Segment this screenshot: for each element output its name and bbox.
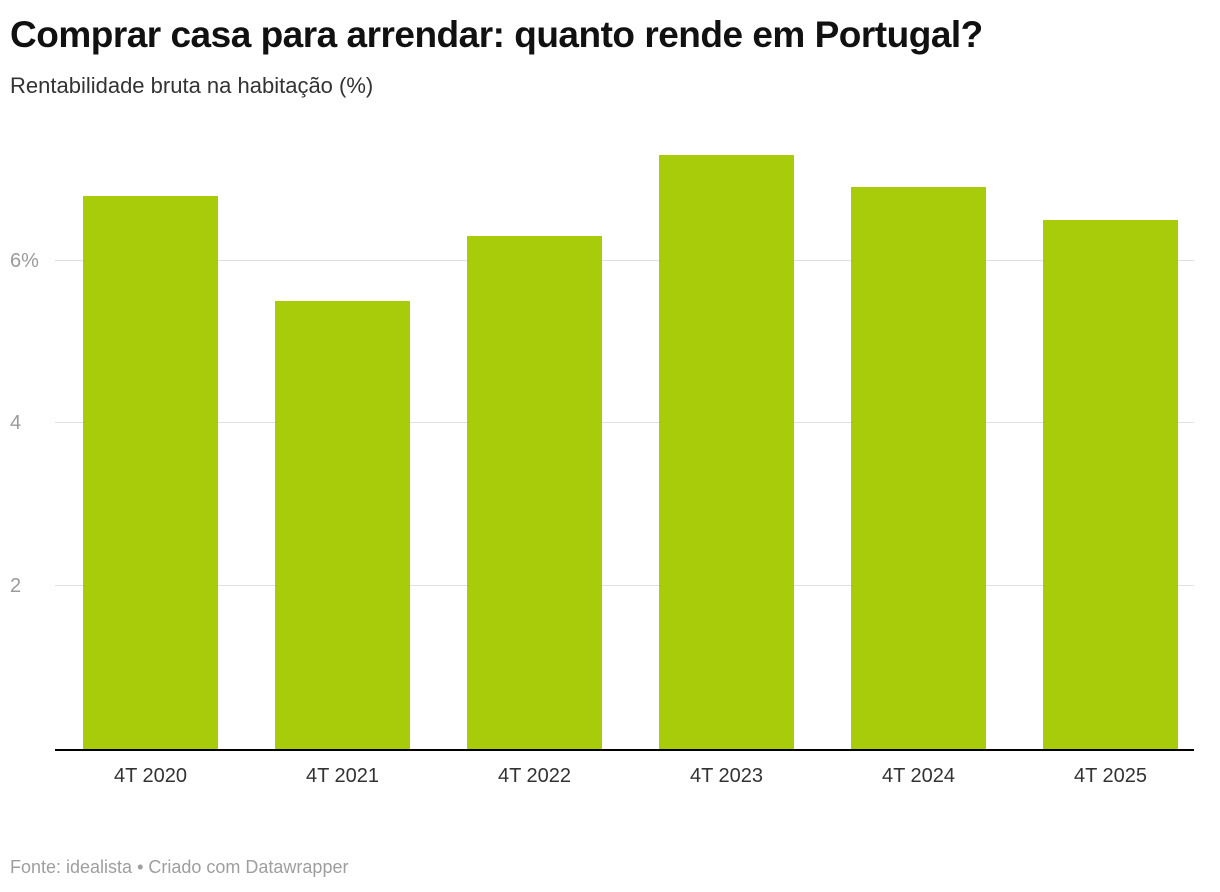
- bar-4t-2025[interactable]: [1043, 220, 1178, 749]
- chart-title: Comprar casa para arrendar: quanto rende…: [10, 14, 983, 55]
- x-axis-label: 4T 2020: [113, 764, 188, 787]
- gridline: [55, 422, 1194, 424]
- bar-4t-2021[interactable]: [275, 301, 410, 749]
- source-credit: Fonte: idealista • Criado com Datawrappe…: [10, 857, 349, 877]
- bar-4t-2023[interactable]: [659, 154, 794, 749]
- x-axis-label: 4T 2021: [305, 764, 380, 787]
- x-axis: 4T 2020 4T 2021 4T 2022 4T 2023 4T 2024 4T 20…: [55, 765, 1194, 788]
- y-axis-tick-label: 6%: [10, 249, 39, 272]
- x-axis-label: 4T 2025: [1073, 764, 1148, 787]
- bar-4t-2022[interactable]: [467, 236, 602, 749]
- y-axis-tick-label: 4: [10, 412, 22, 435]
- bars-row: [55, 131, 1194, 749]
- chart-subtitle: Rentabilidade bruta na habitação (%): [10, 72, 374, 98]
- grid-layer: 2 4 6%: [10, 131, 1194, 749]
- gridline: [55, 259, 1194, 261]
- x-axis-label: 4T 2022: [497, 764, 572, 787]
- bar-4t-2024[interactable]: [851, 187, 986, 749]
- y-axis-tick-label: 2: [10, 574, 22, 597]
- plot-area: 2 4 6%: [10, 131, 1194, 751]
- x-axis-label: 4T 2024: [881, 764, 956, 787]
- bar-4t-2020[interactable]: [83, 195, 218, 749]
- x-axis-label: 4T 2023: [689, 764, 764, 787]
- bar-chart: 2 4 6% 4T 2020 4T 2021 4T 2022 4T 2023 4T 2024…: [10, 131, 1194, 788]
- gridline: [55, 584, 1194, 586]
